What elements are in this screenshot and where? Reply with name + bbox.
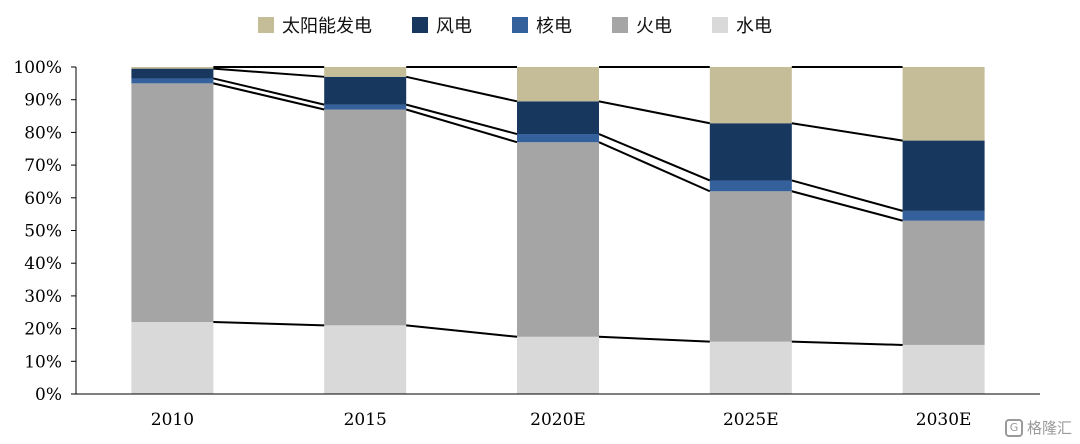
- connector-line: [598, 335, 710, 343]
- connector-line: [405, 75, 518, 103]
- connector-line: [213, 77, 325, 106]
- legend-swatch: [712, 17, 728, 33]
- legend-swatch: [512, 17, 528, 33]
- legend-label: 风电: [436, 16, 472, 37]
- legend-label: 水电: [736, 16, 772, 37]
- bar-segment: [131, 322, 214, 394]
- connector-line: [213, 67, 325, 78]
- y-tick-label: 20%: [24, 320, 62, 340]
- bar-segment: [902, 140, 985, 211]
- bar-segment: [709, 180, 792, 192]
- bar-segment: [709, 191, 792, 342]
- connector-line: [791, 179, 903, 212]
- y-tick-label: 90%: [24, 91, 62, 111]
- watermark-logo-icon: G: [1004, 418, 1023, 437]
- legend-swatch: [258, 17, 274, 33]
- y-tick-label: 100%: [13, 58, 62, 78]
- bar-segment: [709, 123, 792, 181]
- y-tick-label: 10%: [24, 352, 62, 372]
- legend-item: 风电: [412, 12, 472, 38]
- bar-segment: [131, 68, 214, 79]
- connector-line: [405, 108, 518, 144]
- bar-segment: [324, 109, 407, 326]
- bar-segment: [324, 76, 407, 105]
- bar-segment: [517, 67, 599, 102]
- bar-segment: [902, 67, 985, 141]
- chart-legend: 太阳能发电 风电 核电 火电 水电: [258, 12, 812, 38]
- y-tick-label: 80%: [24, 123, 62, 143]
- bar-segment: [517, 134, 599, 143]
- watermark-text: 格隆汇: [1026, 419, 1072, 437]
- bar-segment: [324, 325, 407, 394]
- connector-line: [406, 324, 518, 338]
- legend-item: 太阳能发电: [258, 12, 372, 38]
- bar-segment: [517, 336, 599, 394]
- x-tick-label: 2015: [344, 410, 387, 430]
- bar-segment: [902, 344, 985, 394]
- bar-segment: [131, 78, 214, 84]
- legend-item: 核电: [512, 12, 572, 38]
- y-tick-label: 70%: [24, 156, 62, 176]
- watermark: G 格隆汇: [1004, 417, 1072, 438]
- bar-segment: [902, 220, 985, 345]
- legend-label: 太阳能发电: [282, 16, 372, 37]
- bar-segment: [709, 67, 792, 124]
- connector-line: [791, 122, 903, 142]
- y-tick-label: 40%: [24, 254, 62, 274]
- bar-segment: [324, 104, 407, 110]
- x-tick-label: 2025E: [723, 410, 779, 430]
- legend-item: 水电: [712, 12, 772, 38]
- connector-line: [598, 100, 710, 125]
- legend-swatch: [612, 17, 628, 33]
- y-tick-label: 0%: [35, 385, 62, 405]
- x-tick-label: 2020E: [530, 410, 586, 430]
- bar-segment: [709, 341, 792, 394]
- x-tick-label: 2010: [151, 410, 194, 430]
- legend-item: 火电: [612, 12, 672, 38]
- y-tick-label: 30%: [24, 287, 62, 307]
- connector-line: [791, 190, 903, 222]
- connector-line: [405, 103, 518, 136]
- bar-segment: [324, 67, 407, 77]
- connector-line: [213, 321, 325, 327]
- legend-label: 核电: [536, 16, 572, 37]
- bar-segment: [131, 83, 214, 323]
- connector-line: [213, 82, 325, 111]
- bar-segment: [517, 101, 599, 135]
- connector-line: [598, 133, 711, 182]
- legend-swatch: [412, 17, 428, 33]
- y-tick-label: 50%: [24, 222, 62, 242]
- y-tick-label: 60%: [24, 189, 62, 209]
- legend-label: 火电: [636, 16, 672, 37]
- bar-segment: [902, 210, 985, 221]
- bar-segment: [131, 67, 214, 69]
- connector-line: [791, 340, 903, 346]
- x-tick-label: 2030E: [916, 410, 972, 430]
- bar-segment: [517, 142, 599, 337]
- connector-line: [598, 141, 711, 193]
